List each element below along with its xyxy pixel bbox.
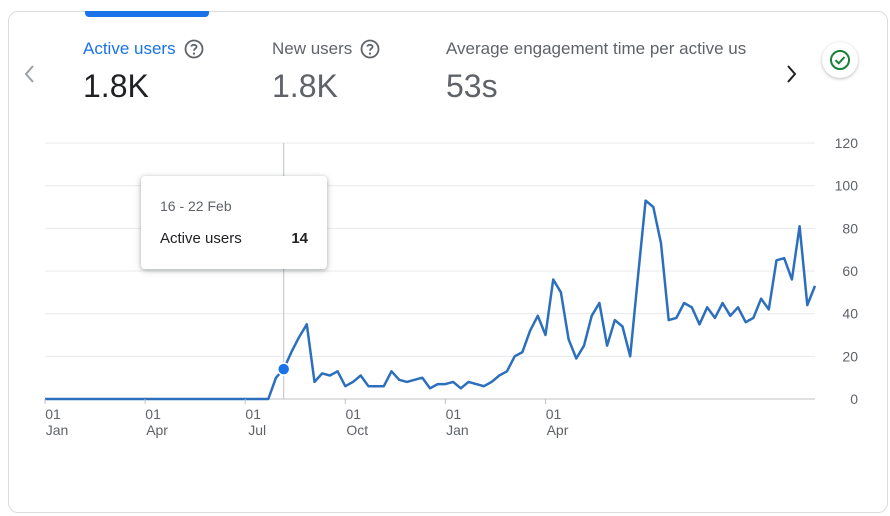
tooltip-label: Active users <box>160 230 242 247</box>
tooltip-value: 14 <box>291 230 308 247</box>
metric-tab-new-users[interactable]: New users 1.8K <box>272 38 380 104</box>
next-metrics-button[interactable] <box>779 62 803 86</box>
metric-tab-active-users[interactable]: Active users 1.8K <box>83 38 204 104</box>
previous-metrics-button[interactable] <box>18 62 42 86</box>
x-tick-month: Jul <box>248 422 266 438</box>
highlight-point[interactable] <box>276 362 291 376</box>
x-tick-month: Oct <box>346 422 368 438</box>
chart-tooltip: 16 - 22 Feb Active users 14 <box>141 176 327 269</box>
x-tick-day: 01 <box>145 406 161 422</box>
y-tick-label: 100 <box>835 178 859 194</box>
x-tick-month: Jan <box>446 422 469 438</box>
series-line <box>45 199 817 401</box>
y-tick-label: 0 <box>850 391 858 407</box>
metric-label: New users <box>272 39 353 58</box>
active-tab-indicator <box>85 11 209 17</box>
y-tick-label: 120 <box>835 135 859 151</box>
y-tick-label: 60 <box>842 263 858 279</box>
y-tick-label: 80 <box>842 220 858 236</box>
x-tick-month: Apr <box>547 422 569 438</box>
x-tick-day: 01 <box>45 406 61 422</box>
metric-label: Average engagement time per active us <box>446 39 747 58</box>
metric-value: 1.8K <box>272 68 338 104</box>
x-tick-month: Jan <box>46 422 69 438</box>
metric-tab-average-engagement-time[interactable]: Average engagement time per active us 53… <box>446 38 768 104</box>
metric-value: 53s <box>446 68 498 104</box>
x-tick-day: 01 <box>546 406 562 422</box>
x-tick-month: Apr <box>146 422 168 438</box>
metric-label: Active users <box>83 39 176 58</box>
chevron-left-icon <box>24 65 34 83</box>
metric-value: 1.8K <box>83 68 149 104</box>
chevron-right-icon <box>787 65 797 83</box>
y-tick-label: 20 <box>842 348 858 364</box>
x-tick-day: 01 <box>245 406 261 422</box>
y-tick-label: 40 <box>842 306 858 322</box>
help-circle-icon[interactable] <box>360 39 380 59</box>
help-circle-icon[interactable] <box>184 39 204 59</box>
status-badge[interactable] <box>822 42 858 78</box>
check-circle-icon <box>830 50 850 70</box>
tooltip-date: 16 - 22 Feb <box>160 198 232 214</box>
x-tick-day: 01 <box>346 406 362 422</box>
x-tick-day: 01 <box>446 406 462 422</box>
